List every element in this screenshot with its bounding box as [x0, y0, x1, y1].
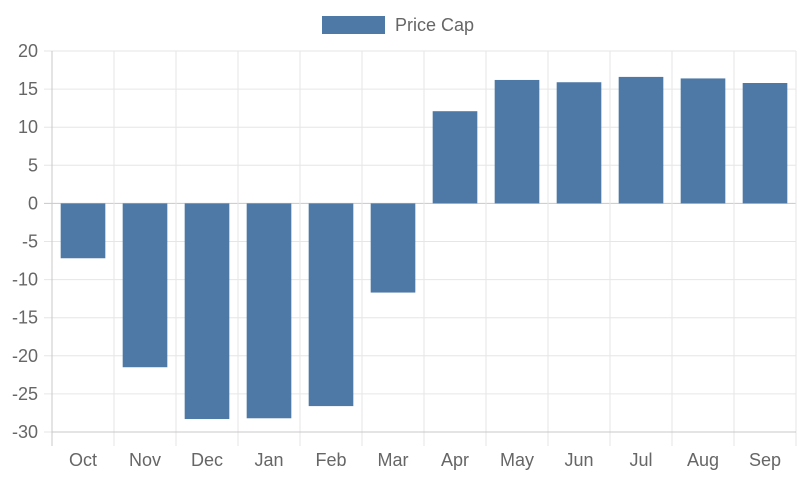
- x-tick-label-apr: Apr: [441, 450, 469, 470]
- bar-mar[interactable]: [370, 203, 416, 293]
- x-tick-label-feb: Feb: [315, 450, 346, 470]
- y-tick-label: -30: [12, 422, 38, 442]
- y-tick-label: -10: [12, 270, 38, 290]
- x-tick-label-dec: Dec: [191, 450, 223, 470]
- bar-feb[interactable]: [308, 203, 354, 407]
- x-tick-label-sep: Sep: [749, 450, 781, 470]
- x-tick-label-jun: Jun: [564, 450, 593, 470]
- x-tick-label-aug: Aug: [687, 450, 719, 470]
- x-tick-label-jan: Jan: [254, 450, 283, 470]
- y-tick-label: 0: [28, 193, 38, 213]
- y-tick-label: -5: [22, 232, 38, 252]
- y-tick-label: 15: [18, 79, 38, 99]
- x-tick-label-jul: Jul: [629, 450, 652, 470]
- bar-dec[interactable]: [184, 203, 230, 420]
- legend-label-price-cap: Price Cap: [395, 15, 474, 35]
- legend[interactable]: Price Cap: [322, 15, 474, 35]
- axes: [51, 51, 796, 446]
- y-tick-label: 10: [18, 117, 38, 137]
- bar-sep[interactable]: [742, 83, 788, 204]
- x-tick-label-mar: Mar: [378, 450, 409, 470]
- x-tick-label-may: May: [500, 450, 534, 470]
- bar-jun[interactable]: [556, 82, 602, 204]
- y-tick-label: -20: [12, 346, 38, 366]
- x-tick-label-nov: Nov: [129, 450, 161, 470]
- bar-nov[interactable]: [122, 203, 168, 368]
- bar-apr[interactable]: [432, 111, 478, 204]
- bar-may[interactable]: [494, 79, 540, 204]
- y-tick-label: -25: [12, 384, 38, 404]
- x-tick-label-oct: Oct: [69, 450, 97, 470]
- bar-jul[interactable]: [618, 76, 664, 204]
- y-tick-label: 20: [18, 41, 38, 61]
- bar-oct[interactable]: [60, 203, 106, 259]
- x-axis-tick-labels: Oct Nov Dec Jan Feb Mar Apr May Jun Jul Aug Sep: [69, 450, 781, 470]
- y-axis-tick-labels: 20 15 10 5 0 -5 -10 -15 -20 -25 -30: [12, 41, 38, 442]
- y-tick-label: -15: [12, 308, 38, 328]
- y-tick-label: 5: [28, 155, 38, 175]
- bar-aug[interactable]: [680, 78, 726, 204]
- bars: [60, 76, 788, 420]
- legend-swatch-price-cap: [322, 16, 385, 34]
- bar-jan[interactable]: [246, 203, 292, 419]
